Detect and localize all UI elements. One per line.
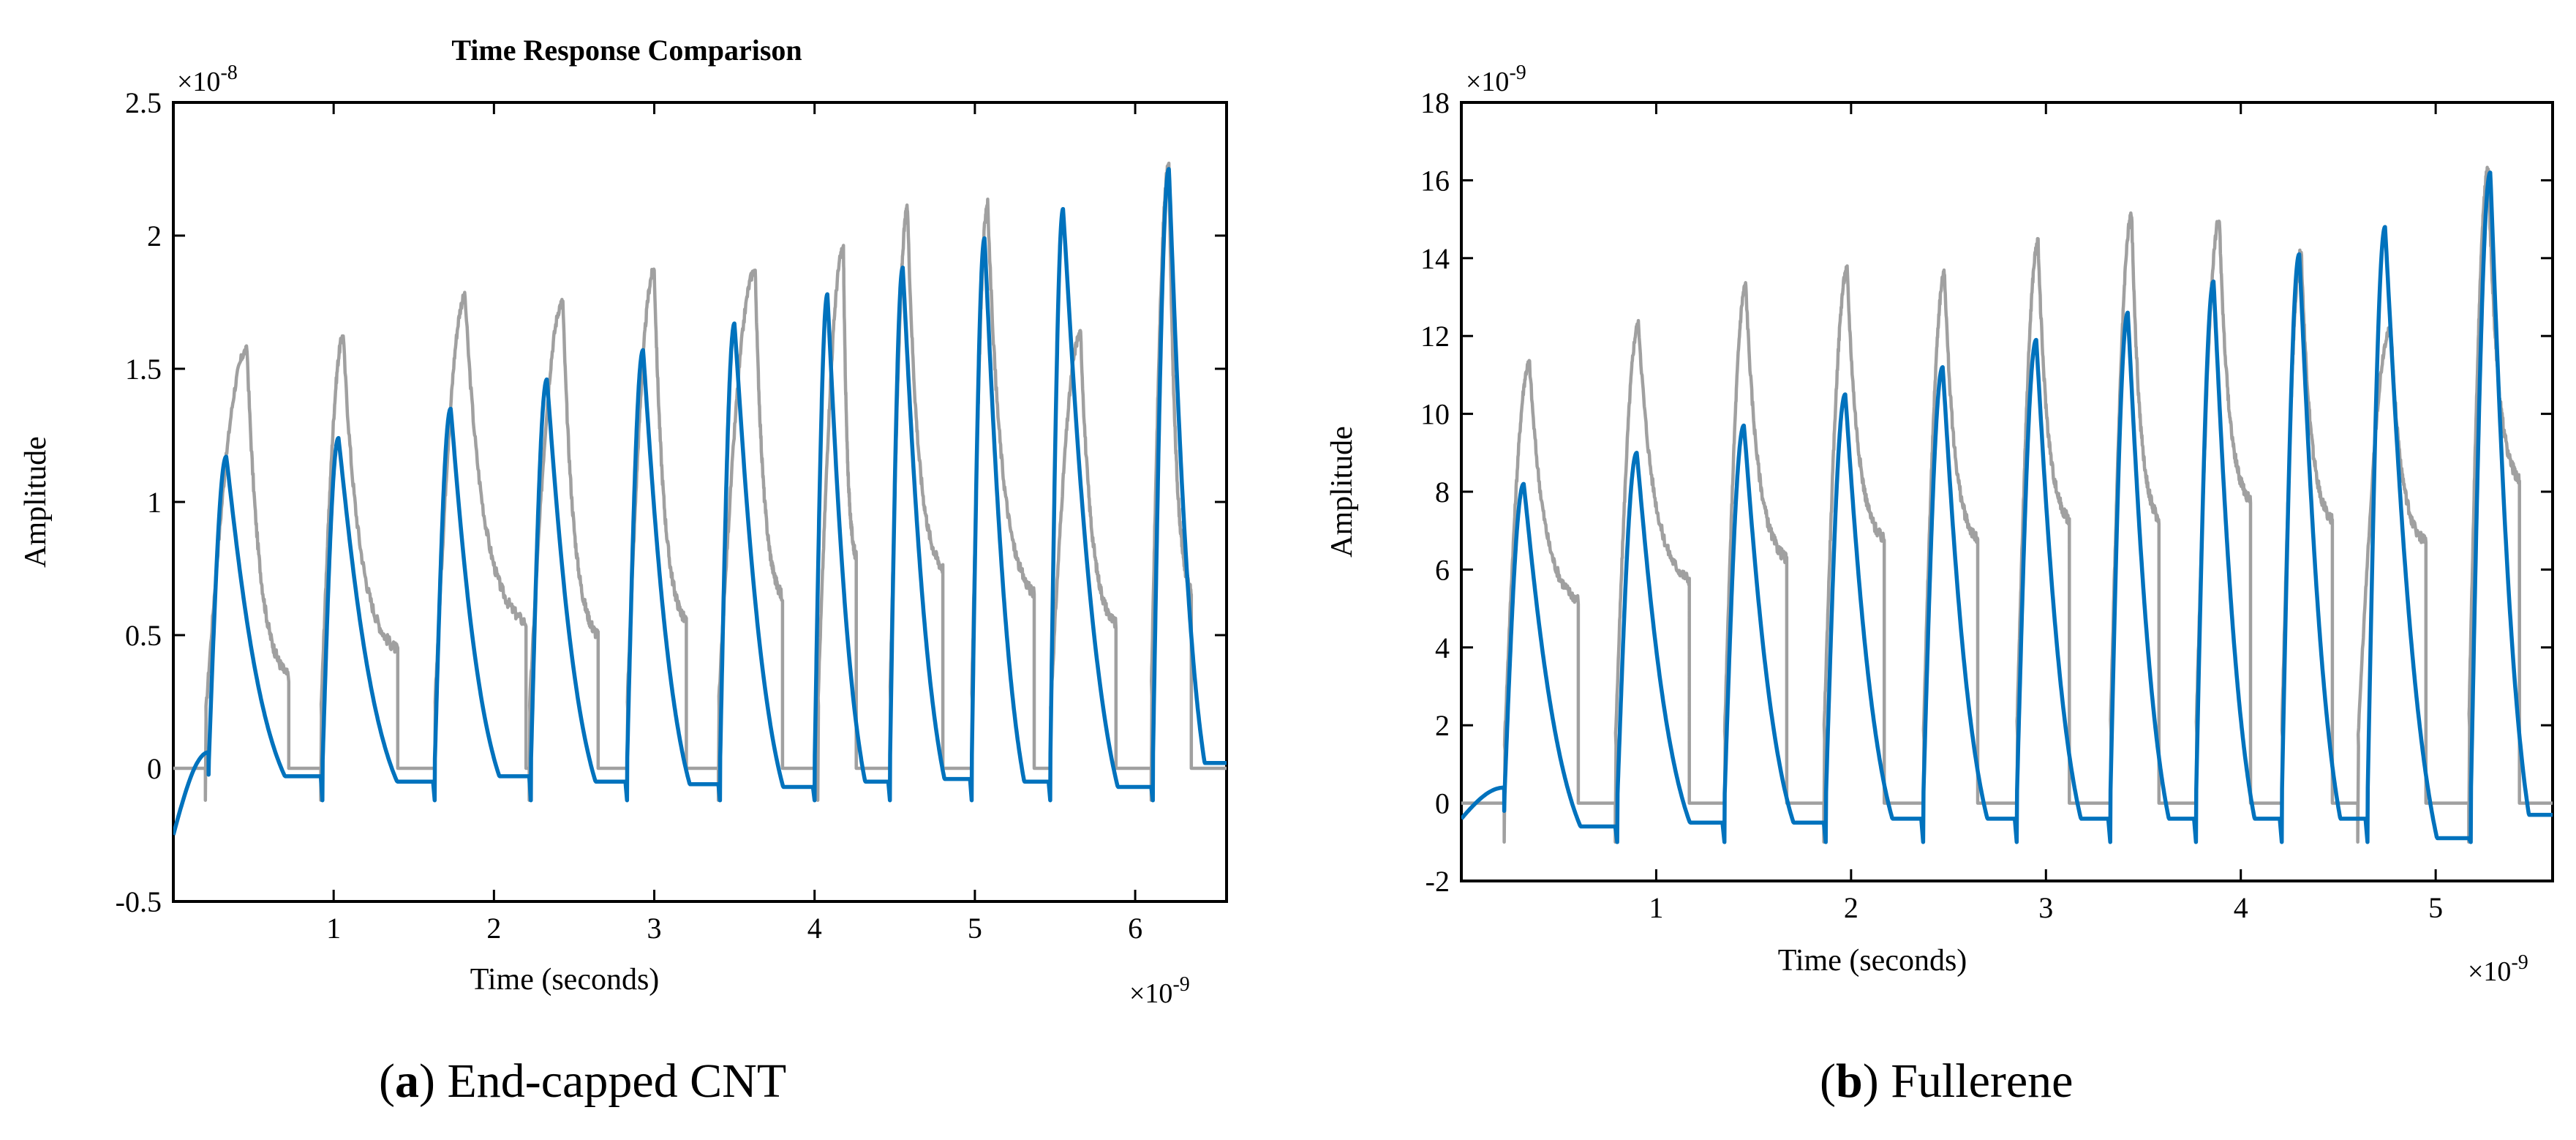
panel-b-y-tick-label: 4: [1435, 631, 1450, 664]
panel-a-y-tick-label: 2: [147, 220, 162, 252]
panel-b-reference-series-line: [1461, 165, 2553, 844]
panel-b-y-tick-label: 12: [1420, 320, 1450, 353]
panel-a-y-tick-label: 2.5: [125, 86, 162, 119]
panel-b-y-tick-label: 10: [1420, 398, 1450, 431]
panel-b-y-multiplier: ×10-9: [1466, 61, 1526, 97]
panel-a-y-tick-label: -0.5: [116, 885, 162, 918]
panel-b-x-multiplier: ×10-9: [2468, 951, 2528, 987]
panel-b-y-tick-label: 8: [1435, 476, 1450, 509]
panel-b-x-tick-label: 1: [1649, 891, 1663, 924]
panel-a-y-multiplier: ×10-8: [177, 61, 238, 97]
panel-b-y-axis-label: Amplitude: [1325, 426, 1359, 558]
panel-b-y-tick-label: 2: [1435, 709, 1450, 742]
panel-a-y-tick-label: 1: [147, 486, 162, 519]
panel-a-x-axis-label: Time (seconds): [470, 963, 660, 997]
panel-b-y-tick-label: -2: [1426, 865, 1450, 898]
panel-a-model-series-line: [173, 167, 1227, 836]
panel-a-y-axis-label: Amplitude: [19, 436, 53, 568]
panel-a-title: Time Response Comparison: [451, 34, 802, 67]
panel-b-y-tick-label: 6: [1435, 553, 1450, 586]
panel-b-y-tick-label: 18: [1420, 86, 1450, 119]
panel-a-reference-series-line: [173, 161, 1227, 802]
panel-b-x-tick-label: 3: [2038, 891, 2053, 924]
panel-a-x-tick-label: 4: [807, 912, 822, 945]
panel-b-y-tick-label: 16: [1420, 164, 1450, 197]
panel-a-chart: 1 2 3 4 5 6 -0.5 0 0.5 1 1.5 2 2.5 Time Response Com…: [19, 34, 1228, 1009]
panel-b-x-tick-label: 4: [2234, 891, 2248, 924]
panel-b-caption: (b) Fullerene: [1820, 1054, 2074, 1108]
panel-a-x-tick-label: 2: [486, 912, 501, 945]
panel-a-x-tick-label: 6: [1128, 912, 1142, 945]
panel-b-caption-text: Fullerene: [1891, 1054, 2074, 1108]
panel-a-y-tick-label: 0.5: [125, 619, 162, 652]
panel-b-letter: b: [1835, 1054, 1863, 1108]
panel-a-letter: a: [394, 1054, 419, 1108]
panel-b-x-tick-label: 2: [1844, 891, 1858, 924]
panel-b-model-series-line: [1461, 170, 2553, 844]
panel-a-x-tick-label: 3: [647, 912, 662, 945]
panel-a-y-tick-label: 1.5: [125, 353, 162, 386]
panel-b-y-tick-label: 14: [1420, 242, 1450, 275]
panel-a-caption-text: End-capped CNT: [447, 1054, 787, 1108]
panel-a-x-tick-label: 5: [968, 912, 982, 945]
panel-a-x-tick-label: 1: [326, 912, 341, 945]
panel-a-y-tick-label: 0: [147, 752, 162, 785]
panel-b-x-tick-label: 5: [2428, 891, 2443, 924]
panel-b-x-axis-label: Time (seconds): [1778, 944, 1967, 978]
panel-a-x-multiplier: ×10-9: [1129, 973, 1190, 1009]
panel-a-caption: (a) End-capped CNT: [379, 1054, 787, 1108]
panel-b-y-tick-label: 0: [1435, 787, 1450, 820]
